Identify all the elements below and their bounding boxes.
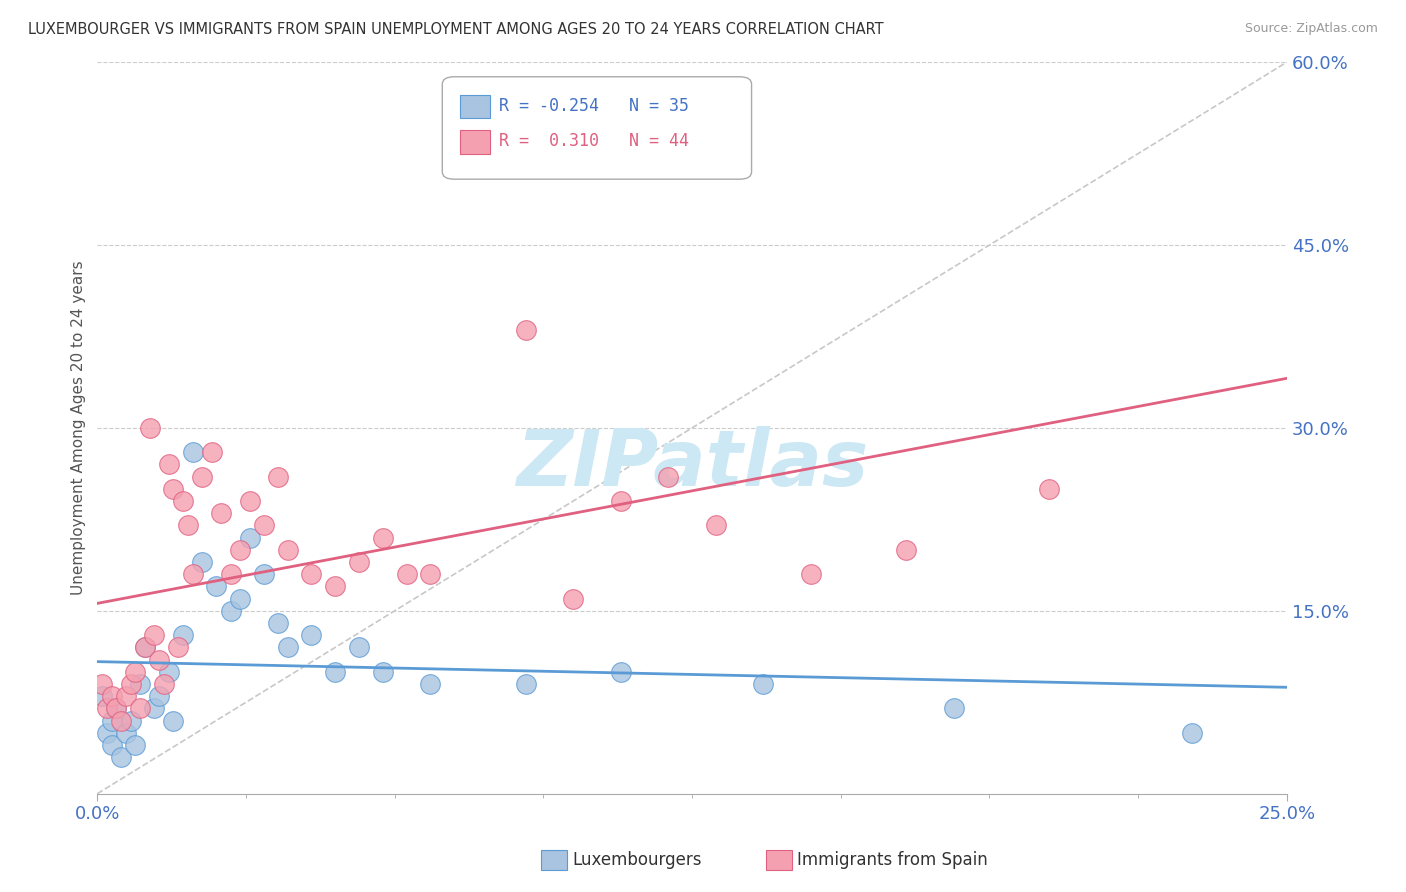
Point xyxy=(124,665,146,679)
Point xyxy=(129,701,152,715)
Point xyxy=(162,714,184,728)
Point xyxy=(191,555,214,569)
FancyBboxPatch shape xyxy=(443,77,752,179)
Point xyxy=(896,542,918,557)
Point xyxy=(657,469,679,483)
Point xyxy=(1181,725,1204,739)
Point xyxy=(96,701,118,715)
Point xyxy=(301,567,323,582)
Point xyxy=(110,750,132,764)
Point xyxy=(704,518,727,533)
Text: Luxembourgers: Luxembourgers xyxy=(572,851,702,869)
Point xyxy=(129,677,152,691)
Point xyxy=(134,640,156,655)
Point xyxy=(253,567,276,582)
Point xyxy=(323,579,346,593)
Point xyxy=(515,323,537,337)
Point xyxy=(157,458,180,472)
Point xyxy=(239,494,262,508)
Point xyxy=(419,677,441,691)
Point xyxy=(100,738,122,752)
Point xyxy=(157,665,180,679)
Point xyxy=(134,640,156,655)
Point xyxy=(229,542,252,557)
Point xyxy=(120,677,142,691)
Point xyxy=(419,567,441,582)
Point xyxy=(115,689,138,703)
Point xyxy=(115,725,138,739)
Point xyxy=(124,738,146,752)
Point xyxy=(172,628,194,642)
Point xyxy=(609,665,631,679)
Point xyxy=(91,689,114,703)
Text: Immigrants from Spain: Immigrants from Spain xyxy=(797,851,988,869)
Point xyxy=(91,677,114,691)
Point xyxy=(162,482,184,496)
Point xyxy=(301,628,323,642)
Point xyxy=(267,615,290,630)
Bar xyxy=(460,95,489,119)
Point xyxy=(143,701,166,715)
Point xyxy=(800,567,823,582)
Point xyxy=(148,689,170,703)
Text: Source: ZipAtlas.com: Source: ZipAtlas.com xyxy=(1244,22,1378,36)
Point xyxy=(120,714,142,728)
Point xyxy=(347,640,370,655)
Point xyxy=(105,701,128,715)
Point xyxy=(167,640,190,655)
Point xyxy=(209,506,232,520)
Point xyxy=(143,628,166,642)
Point xyxy=(229,591,252,606)
Point xyxy=(467,153,489,167)
Point xyxy=(177,518,200,533)
Point xyxy=(191,469,214,483)
Point xyxy=(100,714,122,728)
Point xyxy=(277,640,299,655)
Point xyxy=(205,579,228,593)
Point xyxy=(267,469,290,483)
Point xyxy=(323,665,346,679)
Point xyxy=(347,555,370,569)
Point xyxy=(181,445,204,459)
Point xyxy=(253,518,276,533)
Y-axis label: Unemployment Among Ages 20 to 24 years: Unemployment Among Ages 20 to 24 years xyxy=(72,260,86,595)
Point xyxy=(219,604,242,618)
Point xyxy=(181,567,204,582)
Point xyxy=(105,701,128,715)
Bar xyxy=(460,130,489,153)
Point xyxy=(172,494,194,508)
Point xyxy=(1038,482,1060,496)
Text: ZIPatlas: ZIPatlas xyxy=(516,426,869,502)
Point xyxy=(200,445,222,459)
Text: R =  0.310   N = 44: R = 0.310 N = 44 xyxy=(499,132,689,150)
Point xyxy=(100,689,122,703)
Point xyxy=(371,531,394,545)
Text: LUXEMBOURGER VS IMMIGRANTS FROM SPAIN UNEMPLOYMENT AMONG AGES 20 TO 24 YEARS COR: LUXEMBOURGER VS IMMIGRANTS FROM SPAIN UN… xyxy=(28,22,884,37)
Point xyxy=(110,714,132,728)
Point xyxy=(96,725,118,739)
Point xyxy=(148,652,170,666)
Point xyxy=(752,677,775,691)
Point xyxy=(239,531,262,545)
Point xyxy=(562,591,585,606)
Point xyxy=(942,701,965,715)
Point xyxy=(515,677,537,691)
Point xyxy=(219,567,242,582)
Point xyxy=(138,421,160,435)
Point xyxy=(153,677,176,691)
Point xyxy=(277,542,299,557)
Text: R = -0.254   N = 35: R = -0.254 N = 35 xyxy=(499,97,689,115)
Point xyxy=(371,665,394,679)
Point xyxy=(609,494,631,508)
Point xyxy=(395,567,418,582)
